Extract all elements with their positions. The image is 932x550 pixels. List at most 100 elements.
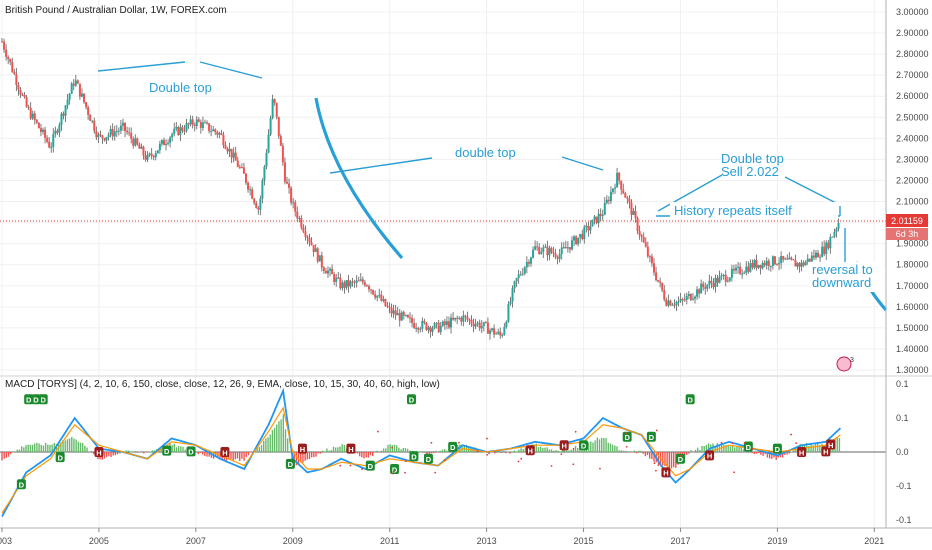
- candle-body: [636, 217, 639, 232]
- candle-body: [710, 280, 713, 284]
- candle: [62, 111, 65, 120]
- divergence-marker[interactable]: D: [743, 441, 753, 452]
- candle-body: [532, 249, 535, 258]
- divergence-marker[interactable]: D: [579, 440, 589, 451]
- candle: [281, 142, 284, 166]
- candle: [605, 195, 608, 205]
- macd-histogram-bar: [143, 452, 145, 454]
- divergence-marker[interactable]: D: [675, 453, 685, 464]
- candle: [503, 323, 506, 336]
- candle-body: [689, 293, 692, 300]
- divergence-marker[interactable]: D: [31, 394, 41, 405]
- candle-body: [160, 140, 163, 144]
- candle-body: [812, 255, 815, 258]
- candle: [230, 148, 233, 164]
- divergence-marker[interactable]: D: [423, 453, 433, 464]
- divergence-marker[interactable]: D: [16, 479, 26, 490]
- macd-histogram-bar: [243, 452, 245, 461]
- candle-body: [66, 99, 69, 106]
- macd-histogram-bar: [199, 452, 202, 453]
- candle: [218, 131, 221, 139]
- divergence-marker[interactable]: D: [365, 460, 375, 471]
- macd-histogram-bar: [696, 447, 699, 452]
- divergence-marker[interactable]: D: [646, 431, 656, 442]
- time-axis[interactable]: 2003 2005 2007 2009 2011 2013 2015 2017 2019 2021: [0, 528, 884, 546]
- candle-body: [292, 202, 295, 204]
- macd-histogram-bar: [491, 452, 494, 453]
- hidden-divergence-marker[interactable]: H: [559, 440, 569, 451]
- macd-histogram-bar: [112, 452, 114, 456]
- divergence-marker[interactable]: D: [390, 464, 400, 474]
- hidden-divergence-marker[interactable]: H: [797, 447, 807, 457]
- macd-histogram-bar: [136, 452, 138, 453]
- candle-body: [216, 132, 219, 135]
- divergence-marker[interactable]: D: [285, 458, 295, 469]
- macd-histogram-bar: [406, 448, 409, 452]
- hidden-divergence-marker[interactable]: H: [661, 467, 671, 478]
- macd-axis[interactable]: 0.1 0.1 0.0 -0.1 -0.1: [896, 379, 912, 525]
- macd-dot: [625, 445, 628, 448]
- candle-body: [681, 299, 684, 301]
- candle-body: [95, 131, 98, 138]
- macd-histogram-bar: [657, 452, 660, 467]
- macd-dot: [376, 430, 379, 433]
- candle-body: [499, 331, 502, 336]
- divergence-marker[interactable]: D: [409, 451, 419, 461]
- candle-body: [261, 180, 264, 199]
- candle: [548, 245, 551, 261]
- candle: [618, 171, 621, 185]
- candle: [720, 272, 723, 281]
- divergence-marker[interactable]: D: [162, 445, 172, 456]
- price-axis[interactable]: 3.00000 2.90000 2.80000 2.70000 2.60000 2.500…: [896, 7, 929, 375]
- candle: [814, 249, 817, 260]
- candle-body: [423, 320, 426, 323]
- divergence-marker[interactable]: D: [24, 394, 34, 405]
- macd-histogram-bar: [764, 452, 766, 455]
- hidden-divergence-marker[interactable]: H: [94, 447, 104, 457]
- divergence-marker[interactable]: D: [448, 441, 458, 452]
- candle: [431, 325, 434, 336]
- divergence-marker[interactable]: D: [685, 394, 695, 405]
- macd-dot: [486, 437, 488, 440]
- candle-body: [505, 321, 508, 327]
- macd-histogram-bar: [670, 452, 673, 469]
- candle-body: [203, 122, 206, 124]
- annotation-double-top-3: Double top: [721, 151, 784, 166]
- candle-body: [620, 180, 623, 190]
- candle-body: [222, 134, 225, 146]
- macd-histogram-bar: [110, 452, 112, 457]
- candle-body: [488, 330, 491, 334]
- candle-body: [798, 263, 801, 267]
- macd-tick-label: 0.1: [896, 413, 909, 423]
- macd-histogram-bar: [396, 445, 398, 452]
- hidden-divergence-marker[interactable]: H: [297, 443, 307, 454]
- macd-histogram-bar: [18, 449, 21, 452]
- hidden-divergence-marker[interactable]: H: [346, 443, 356, 454]
- candle: [601, 209, 604, 221]
- hidden-divergence-marker[interactable]: H: [525, 445, 535, 456]
- divergence-marker[interactable]: D: [55, 452, 65, 462]
- price-candles[interactable]: [1, 37, 840, 340]
- candle: [304, 225, 307, 241]
- time-tick-label: 2009: [283, 536, 303, 546]
- macd-histogram-bar: [601, 437, 603, 452]
- candle-body: [773, 256, 776, 265]
- candle: [130, 127, 133, 144]
- candle: [773, 255, 776, 266]
- divergence-marker[interactable]: D: [407, 394, 416, 405]
- candle-body: [607, 199, 610, 202]
- divergence-marker[interactable]: D: [622, 431, 632, 442]
- candle-body: [11, 61, 14, 72]
- divergence-marker[interactable]: D: [772, 443, 782, 454]
- hidden-divergence-marker[interactable]: H: [220, 447, 230, 457]
- macd-histogram-bar: [208, 452, 210, 457]
- candle: [474, 318, 477, 330]
- macd-histogram-bar: [86, 447, 88, 452]
- hidden-divergence-marker[interactable]: H: [705, 450, 715, 461]
- candle-body: [509, 301, 512, 305]
- hidden-divergence-marker[interactable]: H: [826, 439, 836, 450]
- divergence-marker[interactable]: D: [38, 394, 48, 405]
- divergence-marker[interactable]: D: [186, 446, 196, 457]
